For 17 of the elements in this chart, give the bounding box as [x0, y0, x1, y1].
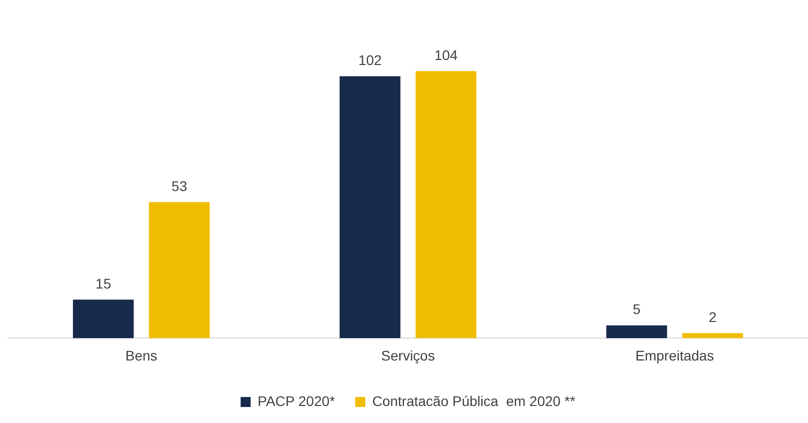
x-tick-label: Bens — [125, 347, 158, 364]
legend-label: PACP 2020* — [258, 392, 336, 409]
bar — [340, 76, 400, 338]
legend-label: Contratacão Pública em 2020 ** — [372, 392, 576, 409]
data-label: 2 — [708, 308, 717, 325]
bar — [606, 325, 668, 338]
bar — [682, 333, 744, 338]
data-label: 53 — [172, 178, 188, 194]
x-tick-label: Serviços — [381, 347, 435, 364]
bar — [72, 300, 134, 338]
data-label: 15 — [96, 276, 112, 292]
data-label: 5 — [632, 301, 641, 318]
data-label: 102 — [358, 52, 382, 68]
bar — [148, 202, 210, 338]
data-label: 104 — [434, 46, 458, 63]
x-tick-label: Empreitadas — [635, 347, 714, 364]
bar — [416, 71, 476, 338]
